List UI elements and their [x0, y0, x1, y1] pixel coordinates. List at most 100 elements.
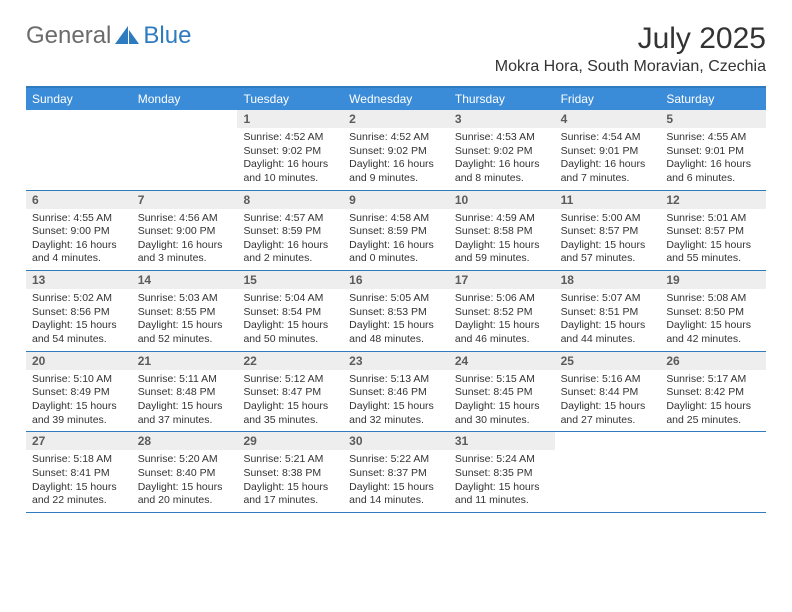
- day-details: Sunrise: 4:52 AMSunset: 9:02 PMDaylight:…: [237, 128, 343, 190]
- day-details: Sunrise: 5:05 AMSunset: 8:53 PMDaylight:…: [343, 289, 449, 351]
- day-header: Tuesday: [237, 88, 343, 110]
- header: General Blue July 2025 Mokra Hora, South…: [26, 22, 766, 76]
- day-number: 27: [26, 432, 132, 450]
- day-header: Friday: [555, 88, 661, 110]
- day-header: Saturday: [660, 88, 766, 110]
- calendar-week: 13Sunrise: 5:02 AMSunset: 8:56 PMDayligh…: [26, 271, 766, 352]
- day-details: Sunrise: 5:04 AMSunset: 8:54 PMDaylight:…: [237, 289, 343, 351]
- day-number: 9: [343, 191, 449, 209]
- day-number: 23: [343, 352, 449, 370]
- calendar-cell: 4Sunrise: 4:54 AMSunset: 9:01 PMDaylight…: [555, 110, 661, 190]
- calendar-week: 1Sunrise: 4:52 AMSunset: 9:02 PMDaylight…: [26, 110, 766, 191]
- calendar-cell: [555, 432, 661, 512]
- day-number: 8: [237, 191, 343, 209]
- calendar-cell: 17Sunrise: 5:06 AMSunset: 8:52 PMDayligh…: [449, 271, 555, 351]
- calendar-cell: 28Sunrise: 5:20 AMSunset: 8:40 PMDayligh…: [132, 432, 238, 512]
- day-number: 14: [132, 271, 238, 289]
- day-number: 21: [132, 352, 238, 370]
- day-details: Sunrise: 5:12 AMSunset: 8:47 PMDaylight:…: [237, 370, 343, 432]
- day-number: 31: [449, 432, 555, 450]
- calendar-cell: 8Sunrise: 4:57 AMSunset: 8:59 PMDaylight…: [237, 191, 343, 271]
- day-number: 11: [555, 191, 661, 209]
- day-number: 19: [660, 271, 766, 289]
- calendar-cell: 18Sunrise: 5:07 AMSunset: 8:51 PMDayligh…: [555, 271, 661, 351]
- calendar-cell: 24Sunrise: 5:15 AMSunset: 8:45 PMDayligh…: [449, 352, 555, 432]
- logo-text-general: General: [26, 22, 111, 50]
- day-details: Sunrise: 5:17 AMSunset: 8:42 PMDaylight:…: [660, 370, 766, 432]
- day-number: 22: [237, 352, 343, 370]
- calendar-cell: 20Sunrise: 5:10 AMSunset: 8:49 PMDayligh…: [26, 352, 132, 432]
- calendar-cell: 12Sunrise: 5:01 AMSunset: 8:57 PMDayligh…: [660, 191, 766, 271]
- day-details: Sunrise: 5:16 AMSunset: 8:44 PMDaylight:…: [555, 370, 661, 432]
- day-details: Sunrise: 5:22 AMSunset: 8:37 PMDaylight:…: [343, 450, 449, 512]
- location-subtitle: Mokra Hora, South Moravian, Czechia: [495, 58, 766, 76]
- day-number: 28: [132, 432, 238, 450]
- day-number: 3: [449, 110, 555, 128]
- calendar-cell: 23Sunrise: 5:13 AMSunset: 8:46 PMDayligh…: [343, 352, 449, 432]
- day-number: 6: [26, 191, 132, 209]
- day-details: Sunrise: 4:52 AMSunset: 9:02 PMDaylight:…: [343, 128, 449, 190]
- calendar-cell: 25Sunrise: 5:16 AMSunset: 8:44 PMDayligh…: [555, 352, 661, 432]
- day-details: Sunrise: 5:07 AMSunset: 8:51 PMDaylight:…: [555, 289, 661, 351]
- calendar-cell: [132, 110, 238, 190]
- calendar-week: 6Sunrise: 4:55 AMSunset: 9:00 PMDaylight…: [26, 191, 766, 272]
- calendar-week: 20Sunrise: 5:10 AMSunset: 8:49 PMDayligh…: [26, 352, 766, 433]
- day-number: 12: [660, 191, 766, 209]
- day-number: 16: [343, 271, 449, 289]
- day-details: Sunrise: 4:59 AMSunset: 8:58 PMDaylight:…: [449, 209, 555, 271]
- month-title: July 2025: [495, 22, 766, 56]
- day-header: Sunday: [26, 88, 132, 110]
- day-number: 17: [449, 271, 555, 289]
- calendar-cell: 14Sunrise: 5:03 AMSunset: 8:55 PMDayligh…: [132, 271, 238, 351]
- day-header: Monday: [132, 88, 238, 110]
- day-number: 7: [132, 191, 238, 209]
- day-details: Sunrise: 5:02 AMSunset: 8:56 PMDaylight:…: [26, 289, 132, 351]
- day-number: 2: [343, 110, 449, 128]
- calendar-body: 1Sunrise: 4:52 AMSunset: 9:02 PMDaylight…: [26, 110, 766, 513]
- day-details: Sunrise: 5:20 AMSunset: 8:40 PMDaylight:…: [132, 450, 238, 512]
- calendar-cell: 11Sunrise: 5:00 AMSunset: 8:57 PMDayligh…: [555, 191, 661, 271]
- day-details: Sunrise: 4:55 AMSunset: 9:00 PMDaylight:…: [26, 209, 132, 271]
- day-details: Sunrise: 5:08 AMSunset: 8:50 PMDaylight:…: [660, 289, 766, 351]
- day-number: 26: [660, 352, 766, 370]
- calendar-cell: 26Sunrise: 5:17 AMSunset: 8:42 PMDayligh…: [660, 352, 766, 432]
- calendar-cell: 2Sunrise: 4:52 AMSunset: 9:02 PMDaylight…: [343, 110, 449, 190]
- calendar: SundayMondayTuesdayWednesdayThursdayFrid…: [26, 86, 766, 513]
- day-details: Sunrise: 5:21 AMSunset: 8:38 PMDaylight:…: [237, 450, 343, 512]
- day-header: Wednesday: [343, 88, 449, 110]
- calendar-cell: 9Sunrise: 4:58 AMSunset: 8:59 PMDaylight…: [343, 191, 449, 271]
- calendar-cell: 27Sunrise: 5:18 AMSunset: 8:41 PMDayligh…: [26, 432, 132, 512]
- day-number: 10: [449, 191, 555, 209]
- day-number: 18: [555, 271, 661, 289]
- calendar-cell: 10Sunrise: 4:59 AMSunset: 8:58 PMDayligh…: [449, 191, 555, 271]
- day-details: Sunrise: 4:53 AMSunset: 9:02 PMDaylight:…: [449, 128, 555, 190]
- day-details: Sunrise: 5:06 AMSunset: 8:52 PMDaylight:…: [449, 289, 555, 351]
- logo-text-blue: Blue: [143, 22, 191, 50]
- day-number: 24: [449, 352, 555, 370]
- day-number: 25: [555, 352, 661, 370]
- day-details: Sunrise: 4:57 AMSunset: 8:59 PMDaylight:…: [237, 209, 343, 271]
- day-details: Sunrise: 5:11 AMSunset: 8:48 PMDaylight:…: [132, 370, 238, 432]
- day-details: Sunrise: 5:13 AMSunset: 8:46 PMDaylight:…: [343, 370, 449, 432]
- day-details: Sunrise: 5:00 AMSunset: 8:57 PMDaylight:…: [555, 209, 661, 271]
- calendar-cell: 7Sunrise: 4:56 AMSunset: 9:00 PMDaylight…: [132, 191, 238, 271]
- day-number: 29: [237, 432, 343, 450]
- day-details: Sunrise: 5:24 AMSunset: 8:35 PMDaylight:…: [449, 450, 555, 512]
- day-number: 5: [660, 110, 766, 128]
- day-number: 13: [26, 271, 132, 289]
- calendar-cell: 22Sunrise: 5:12 AMSunset: 8:47 PMDayligh…: [237, 352, 343, 432]
- day-number: 15: [237, 271, 343, 289]
- day-details: Sunrise: 4:55 AMSunset: 9:01 PMDaylight:…: [660, 128, 766, 190]
- calendar-cell: [660, 432, 766, 512]
- logo: General Blue: [26, 22, 191, 50]
- calendar-cell: 15Sunrise: 5:04 AMSunset: 8:54 PMDayligh…: [237, 271, 343, 351]
- day-number: 4: [555, 110, 661, 128]
- calendar-cell: 3Sunrise: 4:53 AMSunset: 9:02 PMDaylight…: [449, 110, 555, 190]
- calendar-cell: 13Sunrise: 5:02 AMSunset: 8:56 PMDayligh…: [26, 271, 132, 351]
- calendar-week: 27Sunrise: 5:18 AMSunset: 8:41 PMDayligh…: [26, 432, 766, 513]
- calendar-cell: 5Sunrise: 4:55 AMSunset: 9:01 PMDaylight…: [660, 110, 766, 190]
- calendar-cell: 30Sunrise: 5:22 AMSunset: 8:37 PMDayligh…: [343, 432, 449, 512]
- calendar-cell: 29Sunrise: 5:21 AMSunset: 8:38 PMDayligh…: [237, 432, 343, 512]
- calendar-cell: 31Sunrise: 5:24 AMSunset: 8:35 PMDayligh…: [449, 432, 555, 512]
- day-number: 20: [26, 352, 132, 370]
